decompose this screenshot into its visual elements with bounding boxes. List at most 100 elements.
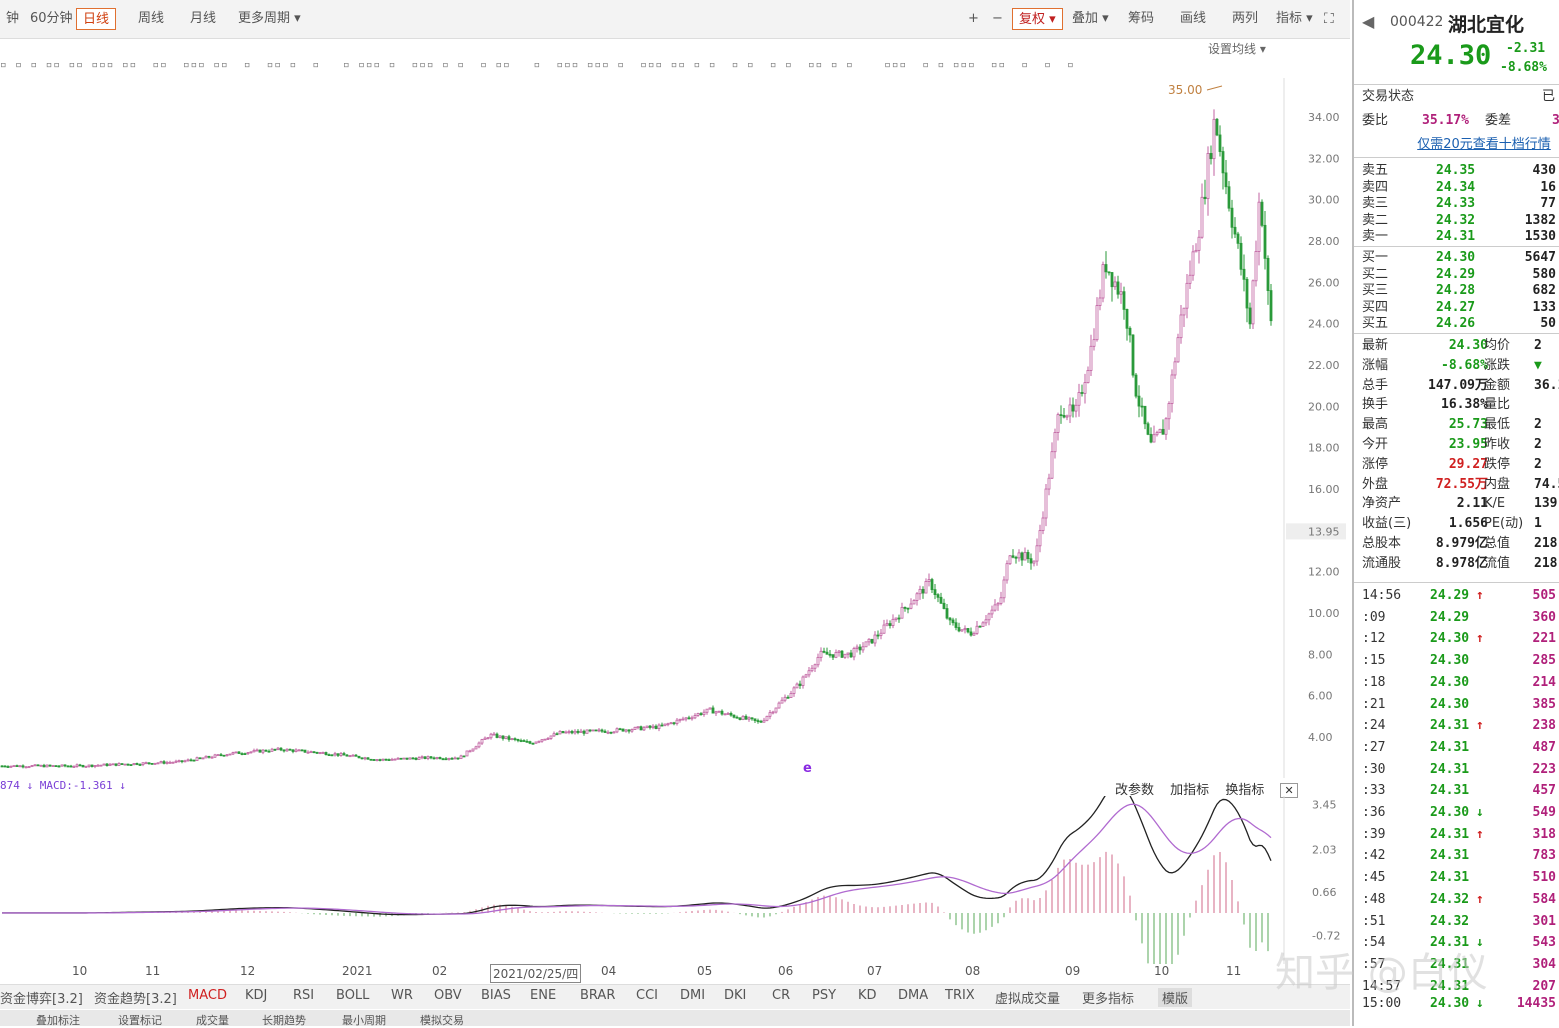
candle-body [798,683,802,686]
candle-body [45,764,49,768]
candle-body [228,753,232,756]
candle-body [702,711,706,715]
set-ma-dropdown[interactable]: 设置均线 ▾ [1208,42,1266,56]
tab-dmi[interactable]: DMI [680,988,706,1003]
bid-row: 买四 24.27 133 [1362,298,1559,317]
overlay-dropdown[interactable]: 叠加 ▾ [1072,11,1109,26]
tab-boll[interactable]: BOLL [336,988,370,1003]
candle-body [579,730,583,733]
draw-line-button[interactable]: 画线 [1180,11,1207,26]
tab-wr[interactable]: WR [391,988,413,1003]
bottom-tab[interactable]: 长期趋势 [262,1014,306,1027]
bottom-tab[interactable]: 设置标记 [118,1014,162,1027]
bottom-tab[interactable]: 最小周期 [342,1014,386,1027]
candlestick-chart[interactable]: 34.00 32.00 30.00 28.00 26.00 24.00 22.00 20.00… [0,78,1350,778]
tab-cr[interactable]: CR [772,988,791,1003]
tab-kd[interactable]: KD [858,988,877,1003]
stat-value: 218 [1534,555,1558,571]
macd-tick-label: 3.45 [1312,799,1337,812]
two-columns-button[interactable]: 两列 [1232,11,1259,26]
candle-body [207,755,211,758]
tab-psy[interactable]: PSY [812,988,837,1003]
quote-panel: ◀ 000422 湖北宜化 24.30 -2.31 -8.68% 交易状态 已 … [1352,0,1559,1026]
tab-cci[interactable]: CCI [636,988,658,1003]
tab-macd[interactable]: MACD [188,988,227,1003]
trade-status-row: 交易状态 已 [1362,89,1556,104]
candle-body [642,727,646,731]
tick-volume: 223 [1532,761,1556,777]
tab-fund-trend[interactable]: 资金趋势[3.2] [94,992,177,1007]
adjust-rights-dropdown[interactable]: 复权 ▾ [1012,8,1063,30]
indicator-dropdown[interactable]: 指标 ▾ [1276,11,1313,26]
candle-body [1056,414,1060,433]
stat-value: 139. [1534,496,1559,512]
chips-button[interactable]: 筹码 [1128,11,1155,26]
tick-arrow-icon: ↓ [1476,935,1484,951]
candle-body [657,724,661,729]
period-minute-tab[interactable]: 钟 [6,11,20,26]
tab-trix[interactable]: TRIX [945,988,975,1003]
tick-volume: 318 [1532,826,1556,842]
tab-obv[interactable]: OBV [434,988,462,1003]
add-indicator-button[interactable]: 加指标 [1170,783,1210,798]
ask-volume: 1382 [1524,212,1556,228]
tab-template[interactable]: 模版 [1158,988,1193,1007]
close-icon[interactable]: ✕ [1280,783,1298,798]
candle-body [660,724,664,727]
candle-body [204,755,208,759]
more-periods-dropdown[interactable]: 更多周期 ▾ [238,11,301,26]
tab-dma[interactable]: DMA [898,988,929,1003]
period-daily-tab[interactable]: 日线 [76,8,117,30]
candle-body [144,762,148,765]
candle-body [1236,233,1240,244]
bottom-tab[interactable]: 成交量 [196,1014,229,1027]
bid-volume: 50 [1540,316,1556,331]
stock-name: 湖北宜化 [1448,14,1525,36]
zoom-in-button[interactable]: + [968,11,979,26]
switch-indicator-button[interactable]: 换指标 [1225,783,1265,798]
candle-body [768,712,772,717]
candle-body [396,757,400,760]
candle-body [501,735,505,739]
stat-label: 总股本 [1362,536,1402,551]
tick-time: :45 [1362,870,1386,886]
tab-brar[interactable]: BRAR [580,988,616,1003]
tab-dki[interactable]: DKI [724,988,747,1003]
tick-time: 14:57 [1362,978,1402,994]
macd-chart[interactable]: 3.45 2.03 0.66 -0.72 [0,796,1350,964]
price-tick-label: 6.00 [1308,690,1333,703]
tab-fund-game[interactable]: 资金博弈[3.2] [0,992,83,1007]
tab-virtual-volume[interactable]: 虚拟成交量 [995,992,1061,1007]
period-monthly-tab[interactable]: 月线 [190,11,217,26]
candle-body [549,735,553,739]
tab-ene[interactable]: ENE [530,988,557,1003]
tab-kdj[interactable]: KDJ [245,988,268,1003]
candle-body [771,711,775,714]
period-weekly-tab[interactable]: 周线 [138,11,165,26]
candle-body [0,765,4,768]
candle-body [468,750,472,753]
period-60min-tab[interactable]: 60分钟 [30,11,73,26]
candle-body [72,766,76,768]
candle-body [1008,555,1012,565]
candle-body [786,696,790,699]
candle-body [984,619,988,624]
edit-params-button[interactable]: 改参数 [1115,783,1155,798]
candle-body [1137,395,1141,407]
back-arrow-icon[interactable]: ◀ [1362,12,1375,31]
candle-body [42,764,46,768]
candle-body [225,754,229,757]
x-label: 09 [1065,964,1081,978]
ten-level-link[interactable]: 仅需20元查看十档行情 [1417,137,1551,152]
candle-body [1215,118,1219,136]
bottom-tab[interactable]: 模拟交易 [420,1014,464,1027]
tab-more-indicators[interactable]: 更多指标 [1082,992,1135,1007]
tab-bias[interactable]: BIAS [481,988,511,1003]
watermark: 知乎 @白仪 [1275,950,1488,996]
tab-rsi[interactable]: RSI [293,988,315,1003]
expand-icon[interactable]: ⛶ [1324,11,1334,27]
candle-body [900,606,904,619]
bottom-tab[interactable]: 叠加标注 [36,1014,80,1027]
zoom-out-button[interactable]: − [992,11,1003,26]
tick-price: 24.31 [1430,739,1470,755]
